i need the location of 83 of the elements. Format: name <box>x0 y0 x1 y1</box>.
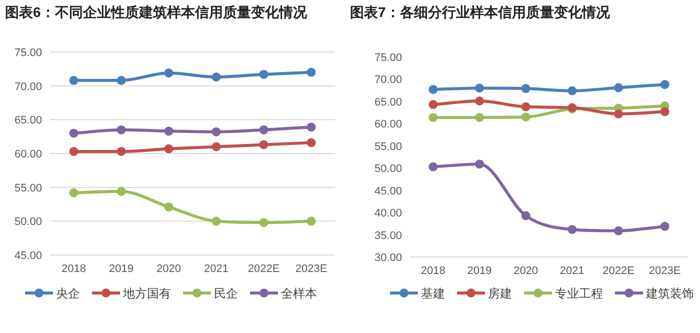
point <box>475 84 484 93</box>
point <box>259 140 268 150</box>
y-tick-label: 40.00 <box>374 208 402 220</box>
point <box>259 125 268 134</box>
point <box>212 127 221 136</box>
y-tick-label: 65.00 <box>374 96 402 108</box>
legend-label: 民企 <box>214 286 238 300</box>
point <box>164 202 174 212</box>
y-tick-label: 30.00 <box>374 252 402 264</box>
y-tick-label: 70.00 <box>14 80 42 93</box>
y-tick-label: 65.00 <box>14 114 42 127</box>
point <box>568 224 577 234</box>
y-tick-label: 70.00 <box>374 74 402 86</box>
point <box>116 125 126 134</box>
legend-label: 基建 <box>421 286 445 300</box>
point <box>164 144 174 154</box>
point <box>428 112 438 122</box>
y-tick-label: 50.00 <box>374 163 402 176</box>
y-tick-label: 75.00 <box>14 47 42 59</box>
point <box>164 126 174 136</box>
legend-label: 房建 <box>488 286 512 300</box>
point <box>521 102 530 112</box>
x-tick-label: 2022E <box>248 263 280 275</box>
x-tick-label: 2021 <box>204 263 228 275</box>
point <box>212 216 221 226</box>
point <box>521 211 530 220</box>
y-tick-label: 55.00 <box>374 140 402 153</box>
point <box>69 188 78 198</box>
x-tick-label: 2022E <box>602 265 634 277</box>
point <box>428 100 438 110</box>
y-tick-label: 35.00 <box>374 230 402 242</box>
y-tick-label: 55.00 <box>14 182 42 194</box>
point <box>428 84 438 94</box>
y-tick-label: 60.00 <box>374 118 402 131</box>
point <box>164 68 174 78</box>
legend-label: 地方国有 <box>122 286 171 300</box>
point <box>306 68 316 77</box>
legend-label: 央企 <box>56 286 80 300</box>
x-tick-label: 2018 <box>420 265 446 277</box>
y-tick-label: 45.00 <box>14 250 42 262</box>
point <box>116 186 126 196</box>
x-tick-label: 2019 <box>109 263 134 275</box>
point <box>660 80 670 90</box>
point <box>69 76 78 85</box>
x-tick-label: 2021 <box>560 265 584 277</box>
y-tick-label: 50.00 <box>14 216 42 228</box>
point <box>475 160 484 169</box>
legend-label: 建筑装饰 <box>645 286 694 300</box>
x-tick-label: 2023E <box>295 263 328 275</box>
point <box>69 128 78 138</box>
legend-label: 全样本 <box>281 286 317 300</box>
x-tick-label: 2020 <box>514 265 538 277</box>
point <box>660 107 670 116</box>
point <box>306 138 316 148</box>
point <box>306 122 316 132</box>
point <box>116 76 126 85</box>
y-tick-label: 60.00 <box>14 148 42 160</box>
point <box>614 83 623 92</box>
point <box>660 222 670 231</box>
point <box>521 84 530 94</box>
point <box>212 142 221 152</box>
point <box>614 226 623 236</box>
y-tick-label: 45.00 <box>374 185 402 198</box>
legend-label: 专业工程 <box>555 286 603 300</box>
x-tick-label: 2019 <box>467 265 492 277</box>
point <box>212 72 221 82</box>
x-tick-label: 2020 <box>156 263 181 275</box>
point <box>568 86 577 96</box>
point <box>116 146 126 156</box>
point <box>259 218 268 228</box>
chart-title: 图表7：各细分行业样本信用质量变化情况 <box>350 4 611 20</box>
x-tick-label: 2018 <box>62 263 86 275</box>
point <box>475 96 484 106</box>
point <box>475 112 484 122</box>
point <box>428 162 438 172</box>
x-tick-label: 2023E <box>648 265 681 277</box>
point <box>306 216 316 226</box>
point <box>69 146 78 156</box>
point <box>614 109 623 118</box>
point <box>259 70 268 79</box>
point <box>521 112 530 122</box>
y-tick-label: 75.00 <box>374 52 402 64</box>
chart-title: 图表6：不同企业性质建筑样本信用质量变化情况 <box>5 4 308 20</box>
